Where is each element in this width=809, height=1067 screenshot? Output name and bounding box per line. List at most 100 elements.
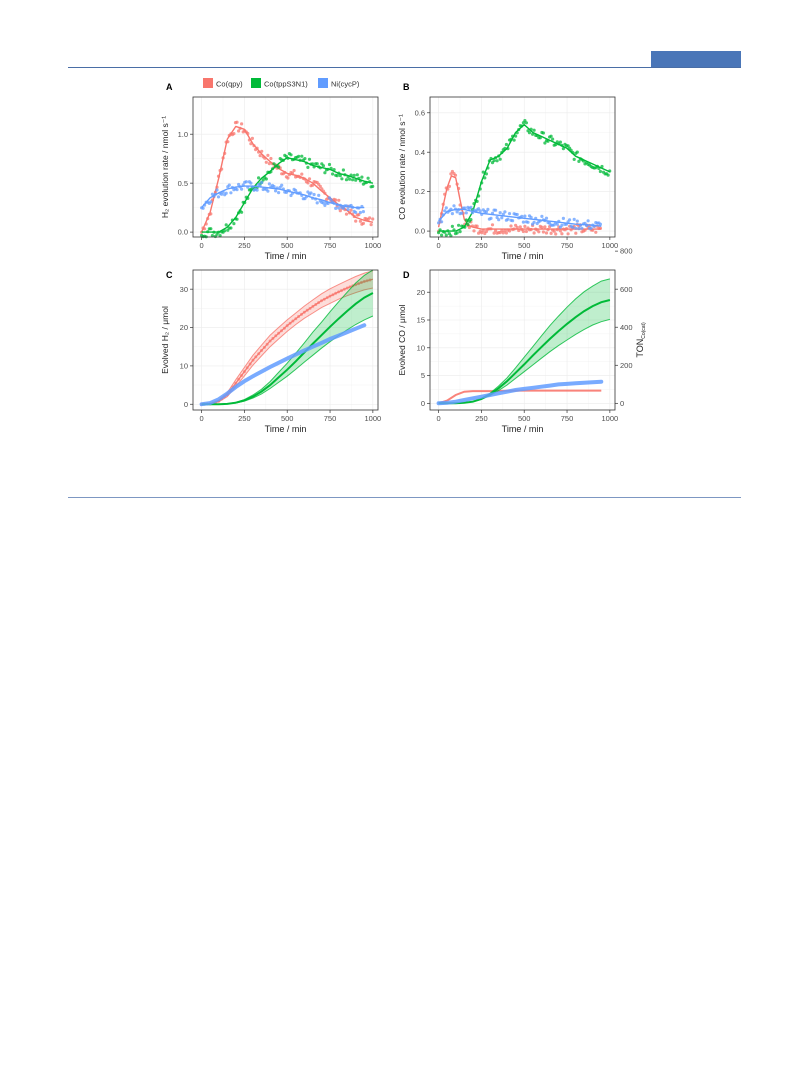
panel-b-series-ni-cycp-point <box>495 215 499 220</box>
panel-a-series-co-tpps3n1-point <box>354 178 358 182</box>
panel-a-series-co-tpps3n1-point <box>235 217 239 221</box>
panel-b-series-ni-cycp-point <box>460 211 464 215</box>
panel-d-xtick-label: 250 <box>475 414 488 423</box>
panel-a-series-co-qpy-point <box>307 177 312 181</box>
panel-b-ylabel: CO evolution rate / nmol s⁻¹ <box>397 114 407 220</box>
panel-c-series-co-qpy-point <box>248 362 252 366</box>
panel-b-series-co-qpy-point <box>541 230 546 234</box>
panel-b-series-ni-cycp-point <box>486 207 490 211</box>
panel-b-series-co-qpy-point <box>544 231 549 235</box>
panel-a-series-ni-cycp-point <box>277 191 281 195</box>
panel-d-ytick-right-label: 200 <box>620 361 633 370</box>
panel-b-series-ni-cycp-point <box>450 212 454 216</box>
panel-b-series-co-tpps3n1-point <box>457 223 461 227</box>
panel-a-series-ni-cycp-point <box>272 184 276 189</box>
panel-b-series-co-tpps3n1-point <box>524 121 529 125</box>
panel-c-series-co-qpy-point <box>282 326 286 330</box>
panel-a-series-ni-cycp-point <box>329 198 333 202</box>
panel-a-series-co-tpps3n1-point <box>264 177 268 181</box>
panel-a-series-co-qpy-point <box>267 162 271 166</box>
panel-a-series-ni-cycp-point <box>260 180 264 185</box>
panel-c-series-co-qpy-point <box>291 319 295 323</box>
panel-c-series-ni-cycp <box>199 323 367 407</box>
panel-b-series-ni-cycp-point <box>526 220 530 224</box>
panel-a-series-co-qpy-point <box>250 136 254 140</box>
panel-b-series-ni-cycp-point <box>589 226 593 230</box>
legend-key-ni-cycp <box>318 78 328 88</box>
panel-a-ytick-label: 1.0 <box>178 130 188 139</box>
panel-b-series-co-qpy-point <box>518 225 522 229</box>
panel-a-series-ni-cycp-point <box>255 188 259 192</box>
panel-b-series-co-qpy-point <box>481 229 485 233</box>
panel-c-series-co-qpy-point <box>325 296 329 300</box>
panel-d-series-co-tpps3n1 <box>438 278 611 405</box>
panel-b-series-co-tpps3n1-point <box>455 231 459 235</box>
panel-b-series-co-tpps3n1-point <box>561 147 566 151</box>
panel-a-series-co-tpps3n1-point <box>360 175 364 179</box>
panel-d-ylabel-right: TONCo(cat) <box>635 322 647 358</box>
panel-b-series-ni-cycp-point <box>500 216 504 220</box>
panel-a-letter: A <box>166 82 173 92</box>
panel-d-ytick-label: 5 <box>421 371 425 380</box>
panel-b-series-ni-cycp-point <box>507 212 512 216</box>
panel-c-series-co-qpy-point <box>297 315 301 318</box>
panel-b-series-ni-cycp-point <box>598 222 603 226</box>
panel-b-series-ni-cycp-point <box>489 216 493 220</box>
panel-a-series-ni-cycp-point <box>309 191 313 195</box>
panel-b-series-co-tpps3n1-point <box>469 218 473 222</box>
panel-c-series-co-qpy-point <box>288 321 292 325</box>
panel-b-series-co-tpps3n1-point <box>532 128 536 132</box>
panel-c-background <box>193 270 378 410</box>
panel-a-series-co-tpps3n1-point <box>303 157 307 161</box>
panel-b-series-co-tpps3n1-point <box>492 159 496 163</box>
panel-c-series-co-qpy-point <box>277 331 281 335</box>
panel-c-series-co-qpy-point <box>300 312 303 316</box>
panel-d-ytick-right-label: 600 <box>620 285 633 294</box>
panel-c-series-co-qpy-point <box>234 381 238 385</box>
panel-a-xtick-label: 0 <box>199 241 203 250</box>
panel-c-ylabel: Evolved H₂ / μmol <box>160 306 170 374</box>
panel-d-xtick-label: 0 <box>436 414 440 423</box>
panel-a-series-co-qpy-point <box>286 176 290 180</box>
panel-c-series-co-tpps3n1-line <box>201 292 374 406</box>
panel-a-series-ni-cycp-point <box>235 188 239 192</box>
panel-c-series-co-qpy-point <box>257 352 261 356</box>
legend-key-co-tpps3n1 <box>251 78 261 88</box>
panel-c-series-co-qpy-point <box>254 355 258 359</box>
panel-b-series-co-tpps3n1-point <box>551 137 555 141</box>
panel-b-series-co-tpps3n1 <box>437 119 612 238</box>
panel-d-ytick-label: 20 <box>417 288 425 297</box>
panel-b-series-ni-cycp-point <box>555 222 559 226</box>
panel-b-series-ni-cycp-point <box>568 218 572 222</box>
panel-b-series-ni-cycp-point <box>510 219 515 223</box>
panel-c-xlabel: Time / min <box>265 424 307 434</box>
panel-b-series-ni-cycp-point <box>571 225 575 229</box>
panel-d-letter: D <box>403 270 410 280</box>
panel-b-series-co-qpy-point <box>453 173 458 177</box>
panel-b-series-ni-cycp-point <box>477 207 481 211</box>
panel-a-series-co-tpps3n1-point <box>338 174 342 178</box>
legend: Co(qpy) Co(tppS3N1) Ni(cycP) <box>203 78 360 89</box>
panel-b-xtick-label: 500 <box>518 241 531 250</box>
panel-b-series-co-tpps3n1-point <box>495 159 499 163</box>
panel-a-series-co-qpy-point <box>232 132 236 136</box>
panel-a-series-co-tpps3n1-point <box>307 157 312 161</box>
panel-a-series-co-qpy-point <box>264 160 268 164</box>
panel-a-series-co-tpps3n1-point <box>340 177 344 181</box>
panel-a-xlabel: Time / min <box>265 251 307 261</box>
panel-c-series-co-qpy-point <box>337 290 341 294</box>
header-rule <box>68 67 741 68</box>
panel-a-series-co-tpps3n1-point <box>257 176 261 180</box>
panel-a-series-co-qpy-point <box>368 216 372 220</box>
panel-a-series-ni-cycp-point <box>249 181 253 185</box>
panel-b-xtick-label: 0 <box>436 241 440 250</box>
panel-b-series-co-qpy-point <box>475 224 479 228</box>
panel-b-series-co-qpy-point <box>549 231 553 235</box>
panel-b-ytick-label: 0.2 <box>415 187 425 196</box>
panel-b-series-ni-cycp-point <box>478 209 482 213</box>
panel-a-series-co-qpy-point <box>361 221 365 225</box>
panel-a-series-ni-cycp-point <box>266 189 270 193</box>
panel-b-xtick-label: 1000 <box>602 241 619 250</box>
panel-b-series-ni-cycp-point <box>544 216 549 220</box>
panel-c-series-co-qpy-point <box>320 299 323 303</box>
